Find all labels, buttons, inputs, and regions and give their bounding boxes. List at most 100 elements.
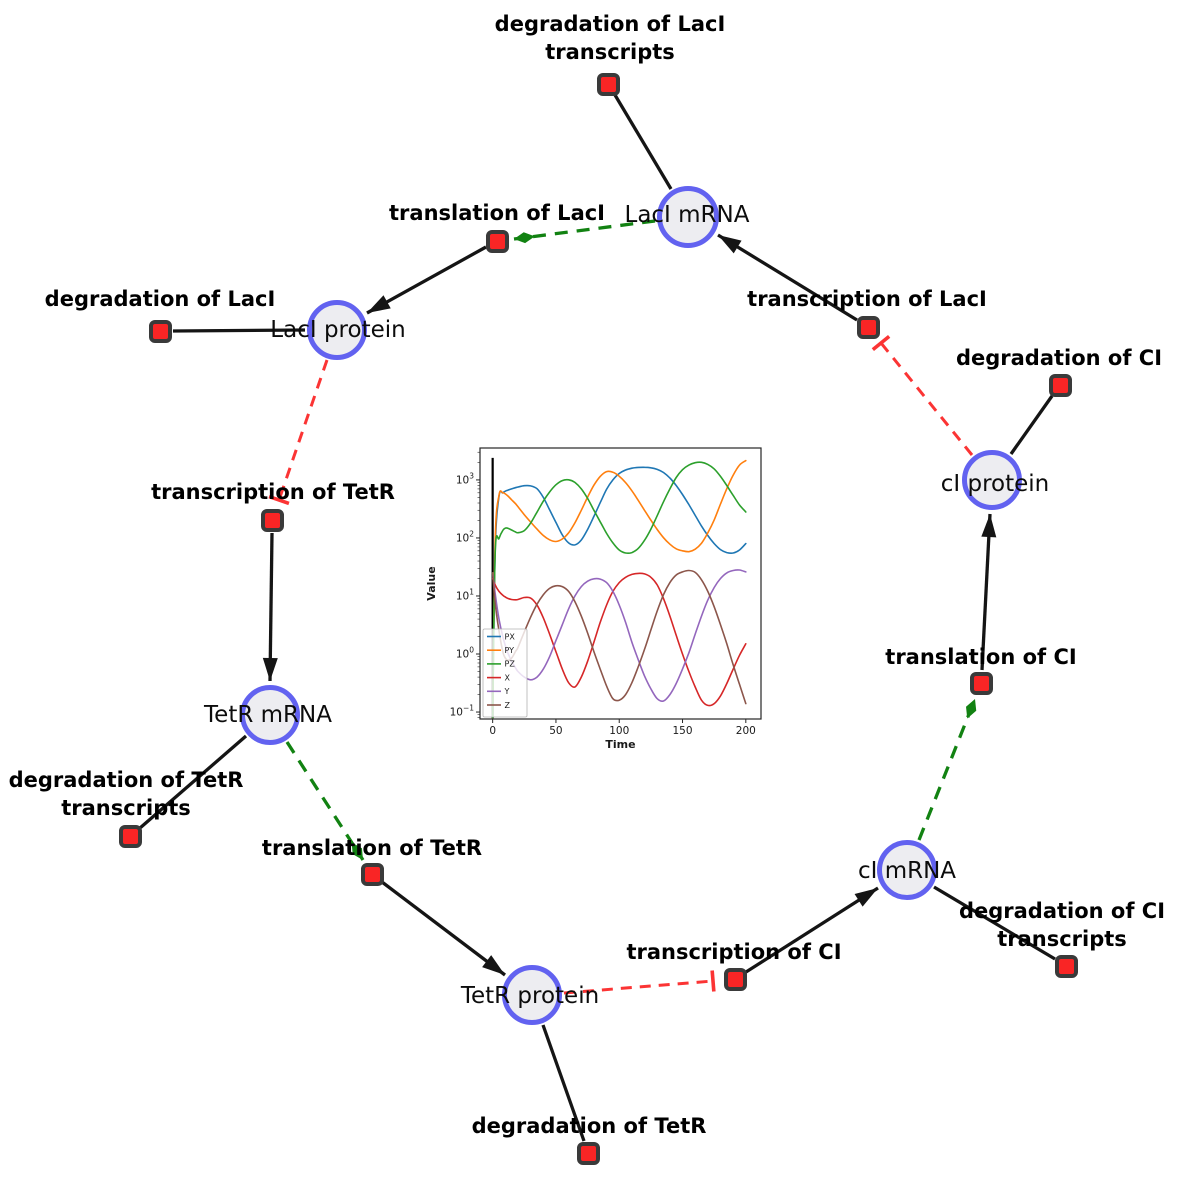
edge-transcription-tetr-tetr-mrna	[262, 532, 278, 682]
svg-text:X: X	[505, 673, 511, 682]
series-PY	[491, 459, 747, 719]
svg-text:101: 101	[456, 587, 474, 602]
svg-text:102: 102	[456, 529, 474, 544]
reaction-label-line: transcripts	[997, 927, 1127, 951]
svg-text:150: 150	[672, 725, 692, 737]
series-PX	[491, 466, 747, 719]
reaction-node-deg-laci[interactable]	[148, 319, 172, 343]
legend-entry-PX: PX	[487, 632, 515, 641]
edge-ci-mrna-deg-ci-transcripts	[933, 885, 1056, 961]
species-label-ci-mrna: cI mRNA	[857, 858, 957, 884]
edge-translation-ci-ci-protein	[980, 513, 997, 671]
reaction-label-line: degradation of TetR	[471, 1114, 707, 1138]
reaction-label-deg-ci: degradation of CI	[956, 344, 1162, 372]
svg-text:10−1: 10−1	[450, 704, 475, 719]
reaction-label-line: transcription of TetR	[151, 480, 395, 504]
reaction-label-line: degradation of LacI	[494, 12, 726, 36]
edge-tetr-mrna-translation-tetr	[285, 741, 365, 861]
series-PZ	[491, 461, 747, 719]
edge-laci-protein-transcription-tetr	[268, 359, 329, 506]
reaction-node-deg-laci-transcripts[interactable]	[596, 72, 620, 96]
y-axis-label: Value	[425, 566, 438, 600]
svg-text:Z: Z	[505, 701, 511, 710]
reaction-label-transcription-tetr: transcription of TetR	[151, 478, 395, 506]
chart-legend: PX PY PZ XYZ	[482, 628, 528, 718]
reaction-label-transcription-laci: transcription of LacI	[747, 285, 987, 313]
reaction-label-line: transcripts	[545, 40, 675, 64]
species-node-ci-mrna[interactable]	[877, 840, 937, 900]
time-course-plot: 0 50 100 150 200 10−1 100 101 102 103 PX PY PZ XYZ Ti…	[425, 447, 762, 751]
reaction-label-deg-laci-transcripts: degradation of LacI transcripts	[495, 10, 726, 66]
edge-laci-mrna-translation-laci	[513, 219, 656, 244]
reaction-label-line: transcripts	[61, 796, 191, 820]
edge-translation-tetr-tetr-protein	[381, 880, 506, 977]
edge-transcription-ci-ci-mrna	[745, 886, 879, 974]
edge-deg-laci-laci-protein	[172, 328, 306, 333]
legend-entry-PZ: PZ	[487, 660, 515, 669]
reaction-node-translation-ci[interactable]	[969, 671, 993, 695]
svg-text:100: 100	[456, 646, 474, 661]
edge-transcription-laci-laci-mrna	[717, 233, 858, 322]
species-label-ci-protein: cI protein	[940, 471, 1050, 497]
reaction-node-deg-tetr[interactable]	[576, 1141, 600, 1165]
edge-ci-protein-deg-ci	[1009, 395, 1054, 455]
reaction-label-line: translation of LacI	[389, 201, 605, 225]
reaction-label-line: translation of TetR	[261, 836, 483, 860]
svg-text:103: 103	[456, 471, 474, 486]
svg-text:Y: Y	[504, 687, 510, 696]
reaction-node-transcription-tetr[interactable]	[260, 508, 284, 532]
legend-entry-Y: Y	[487, 687, 510, 696]
legend-entry-Z: Z	[487, 701, 511, 710]
x-axis-ticks: 0 50 100 150 200	[489, 719, 756, 737]
species-node-ci-protein[interactable]	[962, 450, 1022, 510]
reaction-label-translation-laci: translation of LacI	[389, 199, 605, 227]
edge-tetr-protein-transcription-ci	[563, 970, 716, 995]
edge-tetr-mrna-deg-tetr-transcripts	[138, 734, 248, 830]
species-node-tetr-mrna[interactable]	[240, 685, 300, 745]
reaction-label-deg-tetr: degradation of TetR	[472, 1112, 707, 1140]
edge-ci-protein-transcription-laci	[871, 334, 974, 456]
species-label-laci-mrna: LacI mRNA	[624, 202, 750, 228]
svg-text:PY: PY	[505, 646, 515, 655]
reaction-node-transcription-ci[interactable]	[723, 967, 747, 991]
edge-tetr-protein-deg-tetr	[541, 1024, 586, 1142]
reaction-label-deg-ci-transcripts: degradation of CI transcripts	[959, 897, 1165, 953]
species-node-tetr-protein[interactable]	[502, 965, 562, 1025]
svg-text:PZ: PZ	[505, 660, 516, 669]
reaction-node-deg-tetr-transcripts[interactable]	[118, 824, 142, 848]
reaction-label-line: translation of CI	[885, 645, 1077, 669]
edge-translation-laci-laci-protein	[366, 245, 487, 315]
reaction-label-line: transcription of CI	[626, 940, 842, 964]
legend-entry-X: X	[487, 673, 511, 682]
svg-text:200: 200	[736, 725, 756, 737]
reaction-label-deg-laci: degradation of LacI	[45, 285, 276, 313]
svg-text:100: 100	[609, 725, 629, 737]
species-label-laci-protein: LacI protein	[270, 317, 406, 343]
reaction-label-line: degradation of TetR	[8, 768, 244, 792]
svg-text:PX: PX	[505, 632, 516, 641]
reaction-label-line: transcription of LacI	[747, 287, 987, 311]
reaction-label-line: degradation of CI	[955, 346, 1163, 370]
x-axis-label: Time	[605, 738, 635, 751]
edge-ci-mrna-translation-ci	[917, 698, 977, 841]
reaction-label-line: degradation of LacI	[44, 287, 276, 311]
species-node-laci-mrna[interactable]	[657, 186, 719, 248]
reaction-label-transcription-ci: transcription of CI	[626, 938, 841, 966]
reaction-label-translation-ci: translation of CI	[885, 643, 1076, 671]
edge-deg-laci-transcripts-laci-mrna	[613, 94, 673, 190]
reaction-node-deg-ci[interactable]	[1048, 373, 1072, 397]
reaction-label-translation-tetr: translation of TetR	[262, 834, 482, 862]
legend-entry-PY: PY	[487, 646, 514, 655]
svg-text:50: 50	[549, 725, 562, 737]
species-node-laci-protein[interactable]	[307, 300, 367, 360]
reaction-label-line: degradation of CI	[958, 899, 1166, 923]
reaction-label-deg-tetr-transcripts: degradation of TetR transcripts	[9, 766, 244, 822]
series-X	[491, 572, 747, 707]
reaction-node-deg-ci-transcripts[interactable]	[1054, 954, 1078, 978]
reaction-node-transcription-laci[interactable]	[856, 315, 880, 339]
reaction-node-translation-tetr[interactable]	[360, 862, 384, 886]
reaction-node-translation-laci[interactable]	[485, 229, 509, 253]
svg-text:0: 0	[489, 725, 496, 737]
